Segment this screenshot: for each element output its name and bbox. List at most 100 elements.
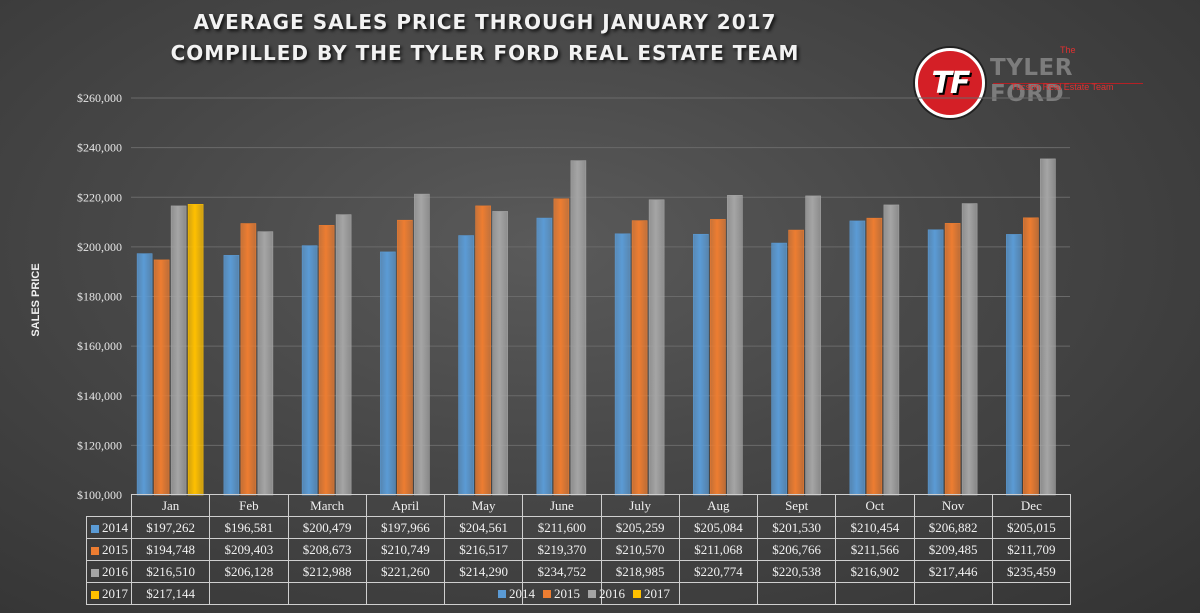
data-label: $211,068 <box>678 538 759 561</box>
bar-2014-june <box>536 217 553 496</box>
series-label: 2014 <box>86 516 132 539</box>
chart-legend: 2014 2015 2016 2017 <box>498 586 670 602</box>
series-label: 2017 <box>86 582 132 605</box>
bar-2015-oct <box>866 217 883 496</box>
bar-2016-july <box>648 199 665 496</box>
x-tick-label: March <box>287 494 367 517</box>
data-label: $211,566 <box>835 538 915 561</box>
data-label <box>756 582 837 605</box>
bar-2015-feb <box>240 223 257 496</box>
series-swatch-icon <box>91 568 99 577</box>
x-tick-label: June <box>522 494 602 517</box>
legend-item: 2017 <box>633 586 670 602</box>
bar-2016-dec <box>1040 158 1056 496</box>
logo-mark: TF <box>931 65 971 101</box>
x-tick-label: Sept <box>756 494 837 517</box>
data-label: $220,774 <box>678 560 759 583</box>
data-label: $218,985 <box>600 560 680 583</box>
series-name: 2014 <box>102 519 128 535</box>
legend-swatch-icon <box>543 590 551 598</box>
bar-2015-sept <box>788 229 804 496</box>
y-tick-label: $240,000 <box>77 141 122 155</box>
y-tick-label: $120,000 <box>77 438 122 452</box>
legend-item: 2016 <box>588 586 625 602</box>
y-tick-label: $180,000 <box>77 290 122 304</box>
data-label: $209,403 <box>209 538 289 561</box>
data-label <box>991 582 1072 605</box>
series-swatch-icon <box>91 590 99 599</box>
legend-item: 2014 <box>498 586 535 602</box>
chart-subtitle: COMPILLED BY THE TYLER FORD REAL ESTATE … <box>170 41 800 65</box>
bar-2014-march <box>301 245 318 496</box>
legend-label: 2014 <box>509 586 535 601</box>
bar-2016-aug <box>727 195 743 496</box>
data-label: $234,752 <box>522 560 602 583</box>
x-tick-label: Feb <box>209 494 289 517</box>
data-label: $204,561 <box>443 516 524 539</box>
tf-mark-icon: TF <box>915 48 985 118</box>
legend-label: 2015 <box>554 586 580 601</box>
data-label: $220,538 <box>756 560 837 583</box>
legend-label: 2016 <box>599 586 625 601</box>
data-label: $210,454 <box>835 516 915 539</box>
table-row: 2015 $194,748 $209,403 $208,673 $210,749 $216… <box>86 538 1072 561</box>
bar-2016-april <box>414 193 430 496</box>
bar-2015-aug <box>710 219 726 496</box>
logo-the: The <box>1060 45 1076 55</box>
bar-2016-may <box>492 211 508 496</box>
bar-2015-jan <box>153 259 170 496</box>
bar-2014-feb <box>223 255 240 496</box>
series-label: 2016 <box>86 560 132 583</box>
logo-name: TYLER FORD <box>990 55 1073 107</box>
data-label: $214,290 <box>443 560 524 583</box>
x-tick-label: Oct <box>835 494 915 517</box>
series-name: 2016 <box>102 563 128 579</box>
tyler-ford-logo: TF The TYLER FORD Tucson Real Estate Tea… <box>913 45 1148 120</box>
bar-2014-oct <box>849 220 866 496</box>
bar-2015-may <box>475 205 491 496</box>
data-label: $196,581 <box>209 516 289 539</box>
table-row: 2016 $216,510 $206,128 $212,988 $221,260 $214… <box>86 560 1072 583</box>
series-name: 2015 <box>102 541 128 557</box>
data-label: $197,966 <box>365 516 446 539</box>
logo-tagline: Tucson Real Estate Team <box>1011 82 1114 92</box>
bar-2014-aug <box>693 233 709 496</box>
data-label: $205,084 <box>678 516 759 539</box>
bar-2016-jan <box>170 205 187 496</box>
data-label: $216,902 <box>835 560 915 583</box>
bar-2014-july <box>614 233 631 496</box>
x-tick-label: Aug <box>678 494 759 517</box>
series-swatch-icon <box>91 524 99 533</box>
data-label: $210,749 <box>365 538 446 561</box>
table-header-row: Jan Feb March April May June July Aug Sept Oct Nov… <box>86 494 1072 517</box>
data-label: $205,259 <box>600 516 680 539</box>
x-tick-label: Dec <box>991 494 1072 517</box>
data-label: $217,144 <box>130 582 211 605</box>
data-label: $200,479 <box>287 516 367 539</box>
y-tick-label: $260,000 <box>77 91 122 105</box>
x-tick-label: July <box>600 494 680 517</box>
data-label: $212,988 <box>287 560 367 583</box>
data-label: $216,517 <box>443 538 524 561</box>
x-tick-label: Jan <box>130 494 211 517</box>
bar-2014-april <box>380 251 396 496</box>
data-label <box>835 582 915 605</box>
chart-title: AVERAGE SALES PRICE THROUGH JANUARY 2017 <box>193 10 777 34</box>
bar-2015-july <box>631 220 648 496</box>
data-label: $235,459 <box>991 560 1072 583</box>
bar-2016-june <box>570 160 587 496</box>
bar-2015-nov <box>944 223 961 496</box>
y-tick-label: $220,000 <box>77 190 122 204</box>
bar-2014-sept <box>771 242 787 496</box>
series-label: 2015 <box>86 538 132 561</box>
data-label: $221,260 <box>365 560 446 583</box>
bar-2016-feb <box>257 231 274 496</box>
table-row: 2017 $217,144 <box>86 582 1072 605</box>
bar-2015-april <box>397 219 413 496</box>
bar-2016-march <box>335 214 352 496</box>
data-label <box>209 582 289 605</box>
data-label: $216,510 <box>130 560 211 583</box>
data-label: $209,485 <box>913 538 993 561</box>
data-label: $217,446 <box>913 560 993 583</box>
